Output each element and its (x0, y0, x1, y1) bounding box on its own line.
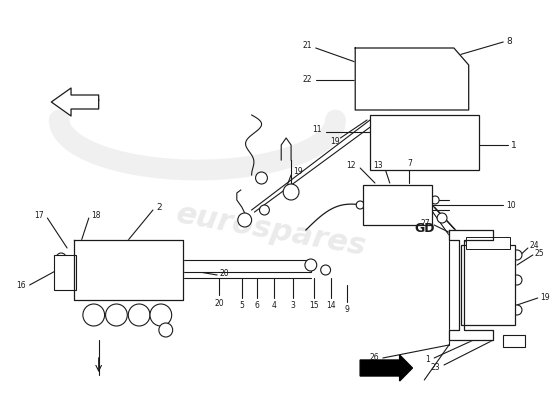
Circle shape (106, 304, 127, 326)
Circle shape (256, 172, 267, 184)
Bar (370, 115, 478, 170)
Text: 1: 1 (511, 140, 517, 150)
Circle shape (238, 213, 251, 227)
Polygon shape (74, 240, 183, 300)
Text: 4: 4 (272, 302, 277, 310)
Bar (183, 260, 311, 272)
Circle shape (56, 267, 66, 277)
Text: 7: 7 (407, 160, 412, 168)
Circle shape (512, 250, 522, 260)
Circle shape (56, 253, 66, 263)
Text: 20: 20 (214, 298, 224, 308)
Polygon shape (360, 355, 412, 381)
Circle shape (512, 275, 522, 285)
Circle shape (512, 305, 522, 315)
Text: 6: 6 (254, 302, 259, 310)
Text: 3: 3 (290, 302, 295, 310)
Polygon shape (355, 48, 469, 110)
Bar (466, 237, 510, 249)
Text: 11: 11 (312, 126, 322, 134)
Text: 26: 26 (369, 354, 379, 362)
Text: 12: 12 (346, 160, 355, 170)
Circle shape (283, 184, 299, 200)
Bar (54, 255, 76, 290)
Text: 1: 1 (426, 356, 430, 364)
Bar (461, 245, 515, 325)
Circle shape (437, 213, 447, 223)
Circle shape (321, 265, 331, 275)
Text: 17: 17 (34, 210, 43, 220)
Text: 14: 14 (326, 302, 336, 310)
Circle shape (150, 304, 172, 326)
Circle shape (260, 205, 270, 215)
Text: 18: 18 (91, 212, 100, 220)
Circle shape (159, 323, 173, 337)
Bar (503, 335, 525, 347)
Text: 19: 19 (540, 292, 549, 302)
Text: 2: 2 (156, 204, 162, 212)
Text: 13: 13 (373, 160, 383, 170)
Text: 23: 23 (431, 362, 440, 372)
Text: 15: 15 (309, 302, 318, 310)
Text: 24: 24 (530, 242, 540, 250)
Text: 16: 16 (16, 280, 26, 290)
Text: 21: 21 (302, 42, 312, 50)
Text: 20: 20 (219, 268, 229, 278)
Text: eurospares: eurospares (174, 199, 369, 261)
Circle shape (305, 259, 317, 271)
Circle shape (128, 304, 150, 326)
Text: 8: 8 (506, 38, 512, 46)
Text: 9: 9 (345, 306, 350, 314)
Text: GD: GD (415, 222, 435, 234)
Text: 22: 22 (302, 76, 312, 84)
Text: 10: 10 (506, 200, 516, 210)
Text: 27: 27 (421, 218, 430, 228)
Bar (363, 185, 432, 225)
Circle shape (431, 196, 439, 204)
Text: 5: 5 (239, 302, 244, 310)
Circle shape (83, 304, 104, 326)
Circle shape (356, 201, 364, 209)
Text: 25: 25 (535, 248, 544, 258)
Polygon shape (51, 88, 98, 116)
Text: 19: 19 (331, 138, 340, 146)
Text: 19: 19 (293, 168, 303, 176)
Polygon shape (449, 230, 493, 340)
